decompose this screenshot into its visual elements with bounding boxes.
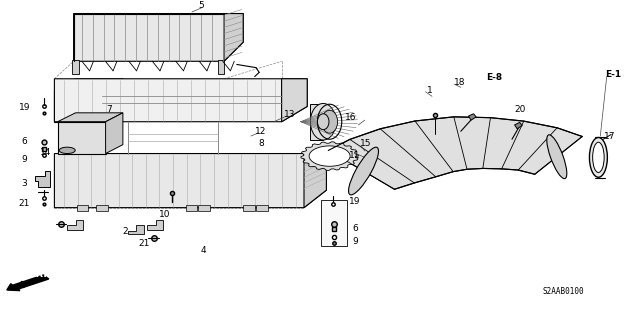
Ellipse shape (589, 137, 607, 177)
Polygon shape (74, 13, 243, 61)
Polygon shape (54, 79, 123, 90)
Polygon shape (58, 122, 106, 153)
Text: 14: 14 (40, 148, 52, 157)
Polygon shape (256, 205, 268, 211)
Polygon shape (54, 90, 102, 122)
Polygon shape (243, 205, 255, 211)
Text: 6: 6 (22, 137, 27, 146)
Polygon shape (96, 205, 108, 211)
FancyArrow shape (7, 275, 49, 291)
Polygon shape (58, 113, 123, 122)
Ellipse shape (322, 110, 338, 133)
Polygon shape (59, 93, 97, 119)
Text: 10: 10 (159, 210, 171, 219)
Text: 9: 9 (22, 155, 27, 164)
Polygon shape (128, 225, 144, 234)
Text: 2: 2 (122, 227, 127, 236)
Text: 17: 17 (604, 132, 615, 142)
Ellipse shape (310, 103, 336, 140)
Text: 21: 21 (19, 199, 30, 208)
Text: E-8: E-8 (486, 73, 502, 82)
Text: 3: 3 (22, 179, 27, 188)
Polygon shape (54, 79, 307, 122)
Ellipse shape (60, 147, 76, 153)
Text: 8: 8 (259, 139, 264, 148)
Polygon shape (186, 205, 197, 211)
Text: 18: 18 (454, 78, 465, 87)
Polygon shape (301, 142, 358, 170)
Text: 4: 4 (201, 246, 206, 255)
Polygon shape (67, 220, 83, 230)
Polygon shape (72, 60, 79, 74)
Polygon shape (198, 205, 210, 211)
Polygon shape (304, 153, 326, 208)
Ellipse shape (349, 147, 378, 195)
Text: 21: 21 (138, 239, 150, 248)
Polygon shape (282, 79, 307, 122)
Polygon shape (35, 171, 50, 187)
Text: FR.: FR. (29, 269, 47, 279)
Polygon shape (106, 113, 123, 153)
Polygon shape (77, 205, 88, 211)
Text: 15: 15 (360, 139, 372, 148)
Ellipse shape (317, 114, 329, 130)
Text: 20: 20 (514, 105, 525, 114)
Polygon shape (321, 200, 347, 247)
Polygon shape (515, 122, 522, 129)
Polygon shape (102, 79, 123, 122)
Ellipse shape (309, 146, 350, 166)
Polygon shape (218, 60, 224, 74)
Polygon shape (54, 153, 326, 208)
Text: 1: 1 (428, 86, 433, 95)
Text: 12: 12 (255, 127, 267, 136)
Text: E-1: E-1 (605, 70, 621, 79)
Ellipse shape (547, 135, 567, 179)
Text: S2AAB0100: S2AAB0100 (542, 287, 584, 296)
Ellipse shape (593, 142, 604, 173)
Text: 11: 11 (349, 151, 361, 160)
Text: 19: 19 (19, 103, 30, 112)
Text: 19: 19 (349, 197, 361, 206)
Polygon shape (328, 117, 582, 189)
Text: 7: 7 (106, 105, 111, 114)
Text: 13: 13 (284, 110, 295, 119)
Polygon shape (310, 104, 323, 140)
Text: 5: 5 (199, 1, 204, 10)
Polygon shape (147, 220, 163, 230)
Polygon shape (224, 13, 243, 61)
Text: 16: 16 (345, 114, 356, 122)
Text: 9: 9 (353, 238, 358, 247)
Polygon shape (468, 114, 476, 120)
Text: 6: 6 (353, 224, 358, 233)
